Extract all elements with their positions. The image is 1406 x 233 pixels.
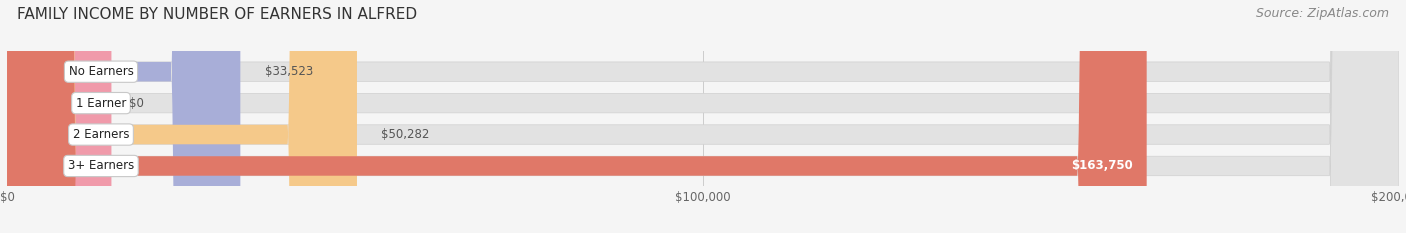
Text: 2 Earners: 2 Earners <box>73 128 129 141</box>
Text: $50,282: $50,282 <box>381 128 430 141</box>
FancyBboxPatch shape <box>7 0 1399 233</box>
Text: $0: $0 <box>129 97 143 110</box>
FancyBboxPatch shape <box>7 0 1147 233</box>
Text: 1 Earner: 1 Earner <box>76 97 127 110</box>
Text: Source: ZipAtlas.com: Source: ZipAtlas.com <box>1256 7 1389 20</box>
FancyBboxPatch shape <box>7 0 1399 233</box>
FancyBboxPatch shape <box>7 0 1399 233</box>
Text: FAMILY INCOME BY NUMBER OF EARNERS IN ALFRED: FAMILY INCOME BY NUMBER OF EARNERS IN AL… <box>17 7 418 22</box>
Text: 3+ Earners: 3+ Earners <box>67 159 134 172</box>
Text: No Earners: No Earners <box>69 65 134 78</box>
FancyBboxPatch shape <box>7 0 240 233</box>
FancyBboxPatch shape <box>7 0 1399 233</box>
FancyBboxPatch shape <box>7 0 111 233</box>
Text: $33,523: $33,523 <box>264 65 314 78</box>
FancyBboxPatch shape <box>7 0 357 233</box>
Text: $163,750: $163,750 <box>1071 159 1133 172</box>
